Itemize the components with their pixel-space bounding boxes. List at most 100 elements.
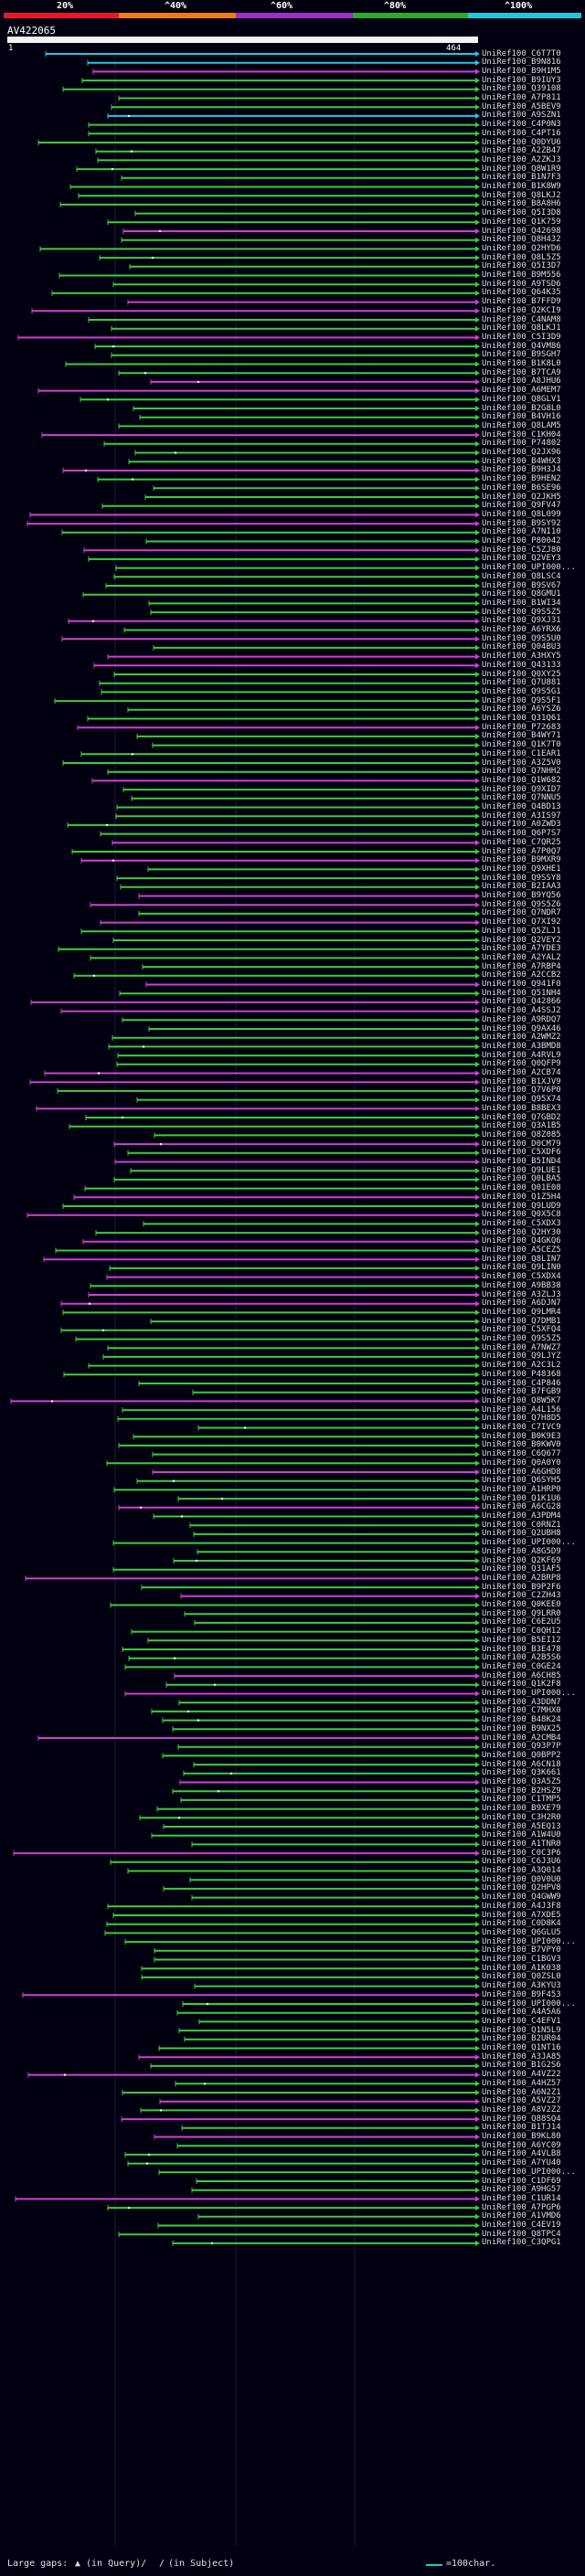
hit-label[interactable]: UniRef100_A9RDQ7 [482, 1014, 561, 1024]
hit-label[interactable]: UniRef100_A9BB38 [482, 1280, 561, 1290]
hit-label[interactable]: UniRef100_A6MEM7 [482, 386, 561, 396]
hit-label[interactable]: UniRef100_B7FFD9 [482, 297, 561, 307]
hit-label[interactable]: UniRef100_P72683 [482, 722, 561, 732]
hit-label[interactable]: UniRef100_A3Z5V0 [482, 758, 561, 768]
hit-label[interactable]: UniRef100_P80042 [482, 536, 561, 546]
hit-label[interactable]: UniRef100_B4WY71 [482, 731, 561, 741]
hit-label[interactable]: UniRef100_B9HEN2 [482, 474, 561, 484]
hit-label[interactable]: UniRef100_Q7NNU5 [482, 793, 561, 803]
hit-label[interactable]: UniRef100_Q9S5G1 [482, 686, 561, 696]
hit-label[interactable]: UniRef100_C5I3D9 [482, 332, 561, 342]
hit-label[interactable]: UniRef100_A6YSZ6 [482, 705, 561, 715]
hit-label[interactable]: UniRef100_A5BEV9 [482, 101, 561, 111]
hit-label[interactable]: UniRef100_Q0LBA5 [482, 1174, 561, 1184]
hit-label[interactable]: UniRef100_A3PDM4 [482, 1511, 561, 1521]
hit-label[interactable]: UniRef100_Q01E08 [482, 1183, 561, 1193]
hit-label[interactable]: UniRef100_Q7NDR7 [482, 908, 561, 918]
hit-label[interactable]: UniRef100_Q1K2F8 [482, 1680, 561, 1690]
hit-label[interactable]: UniRef100_A7NWZ7 [482, 1342, 561, 1352]
hit-label[interactable]: UniRef100_UPI000... [482, 1689, 576, 1698]
hit-label[interactable]: UniRef100_B8A8H6 [482, 199, 561, 209]
hit-label[interactable]: UniRef100_Q1W682 [482, 775, 561, 785]
hit-label[interactable]: UniRef100_Q39108 [482, 84, 561, 94]
hit-label[interactable]: UniRef100_A6CN18 [482, 1759, 561, 1769]
hit-label[interactable]: UniRef100_Q5I3D7 [482, 261, 561, 271]
hit-label[interactable]: UniRef100_B8BEX3 [482, 1103, 561, 1113]
hit-label[interactable]: UniRef100_Q2VEY3 [482, 554, 561, 564]
hit-label[interactable]: UniRef100_C1TMP5 [482, 1795, 561, 1805]
hit-label[interactable]: UniRef100_B1G2S6 [482, 2061, 561, 2071]
hit-label[interactable]: UniRef100_A7YDE3 [482, 944, 561, 954]
hit-label[interactable]: UniRef100_B2IAA3 [482, 882, 561, 892]
hit-label[interactable]: UniRef100_Q2KCI9 [482, 305, 561, 315]
hit-label[interactable]: UniRef100_A2C3L2 [482, 1361, 561, 1371]
hit-label[interactable]: UniRef100_B9SGH7 [482, 350, 561, 360]
hit-label[interactable]: UniRef100_B9N816 [482, 58, 561, 68]
hit-label[interactable]: UniRef100_UPI000... [482, 1998, 576, 2009]
hit-label[interactable]: UniRef100_B4WHX3 [482, 456, 561, 466]
hit-label[interactable]: UniRef100_Q95X74 [482, 1095, 561, 1105]
hit-label[interactable]: UniRef100_Q0A0Y0 [482, 1458, 561, 1468]
hit-label[interactable]: UniRef100_A2B5S6 [482, 1653, 561, 1663]
hit-label[interactable]: UniRef100_D0CM79 [482, 1139, 561, 1149]
hit-label[interactable]: UniRef100_Q0KEE0 [482, 1600, 561, 1609]
hit-label[interactable]: UniRef100_A7P811 [482, 93, 561, 102]
hit-label[interactable]: UniRef100_A2ZB47 [482, 146, 561, 156]
hit-label[interactable]: UniRef100_Q8LAM5 [482, 420, 561, 430]
hit-label[interactable]: UniRef100_C4PT16 [482, 128, 561, 138]
hit-label[interactable]: UniRef100_A6CG28 [482, 1502, 561, 1512]
hit-label[interactable]: UniRef100_A4L156 [482, 1405, 561, 1415]
hit-label[interactable]: UniRef100_Q2KF69 [482, 1555, 561, 1565]
hit-label[interactable]: UniRef100_Q7U881 [482, 678, 561, 688]
hit-label[interactable]: UniRef100_A2WMZ2 [482, 1033, 561, 1043]
hit-label[interactable]: UniRef100_Q8L099 [482, 509, 561, 519]
hit-label[interactable]: UniRef100_Q8L5Z5 [482, 252, 561, 262]
hit-label[interactable]: UniRef100_B0KWV0 [482, 1440, 561, 1450]
hit-label[interactable]: UniRef100_Q9S5U0 [482, 633, 561, 643]
hit-label[interactable]: UniRef100_Q4GWW9 [482, 1892, 561, 1903]
hit-label[interactable]: UniRef100_A6GHD8 [482, 1467, 561, 1477]
hit-label[interactable]: UniRef100_Q1K7T0 [482, 740, 561, 750]
hit-label[interactable]: UniRef100_Q42866 [482, 997, 561, 1007]
hit-label[interactable]: UniRef100_C5XDX4 [482, 1272, 561, 1282]
hit-label[interactable]: UniRef100_C1EAR1 [482, 748, 561, 758]
hit-label[interactable]: UniRef100_A3IS97 [482, 811, 561, 821]
hit-label[interactable]: UniRef100_A3KYU3 [482, 1981, 561, 1991]
hit-label[interactable]: UniRef100_A7YU40 [482, 2158, 561, 2168]
hit-label[interactable]: UniRef100_Q5ZLJ1 [482, 926, 561, 936]
hit-label[interactable]: UniRef100_A3Q014 [482, 1866, 561, 1875]
hit-label[interactable]: UniRef100_B2UR04 [482, 2034, 561, 2044]
hit-label[interactable]: UniRef100_Q9LMR4 [482, 1307, 561, 1317]
hit-label[interactable]: UniRef100_Q2JKH5 [482, 492, 561, 502]
hit-label[interactable]: UniRef100_Q3A5Z5 [482, 1777, 561, 1786]
hit-label[interactable]: UniRef100_C6E2U5 [482, 1617, 561, 1627]
hit-label[interactable]: UniRef100_Q2HY30 [482, 1227, 561, 1237]
hit-label[interactable]: UniRef100_A5CEZ5 [482, 1246, 561, 1255]
hit-label[interactable]: UniRef100_Q6P7S7 [482, 829, 561, 839]
hit-label[interactable]: UniRef100_Q3K661 [482, 1768, 561, 1778]
hit-label[interactable]: UniRef100_C6J3U6 [482, 1857, 561, 1867]
hit-label[interactable]: UniRef100_A3JA85 [482, 2051, 561, 2062]
hit-label[interactable]: UniRef100_B9F453 [482, 1989, 561, 1999]
hit-label[interactable]: UniRef100_C0C3P6 [482, 1848, 561, 1858]
hit-label[interactable]: UniRef100_Q8GMU1 [482, 589, 561, 599]
hit-label[interactable]: UniRef100_Q9S5Z5 [482, 1334, 561, 1343]
hit-label[interactable]: UniRef100_B9NX25 [482, 1723, 561, 1733]
hit-label[interactable]: UniRef100_Q9XJ31 [482, 616, 561, 626]
hit-label[interactable]: UniRef100_C6Q677 [482, 1449, 561, 1459]
hit-label[interactable]: UniRef100_Q0V0U0 [482, 1874, 561, 1884]
hit-label[interactable]: UniRef100_Q9LUD9 [482, 1201, 561, 1211]
hit-label[interactable]: UniRef100_A4J3F8 [482, 1901, 561, 1911]
hit-label[interactable]: UniRef100_Q4GKQ6 [482, 1236, 561, 1246]
hit-label[interactable]: UniRef100_B9SY92 [482, 518, 561, 528]
hit-label[interactable]: UniRef100_C7MHX0 [482, 1706, 561, 1716]
hit-label[interactable]: UniRef100_Q8GLV1 [482, 394, 561, 404]
hit-label[interactable]: UniRef100_Q9S5Z5 [482, 607, 561, 617]
hit-label[interactable]: UniRef100_Q8LKJ2 [482, 190, 561, 200]
hit-label[interactable]: UniRef100_B4VH16 [482, 412, 561, 422]
hit-label[interactable]: UniRef100_B9H3J4 [482, 465, 561, 475]
hit-label[interactable]: UniRef100_Q8W1R9 [482, 164, 561, 174]
hit-label[interactable]: UniRef100_C1DF69 [482, 2176, 561, 2186]
hit-label[interactable]: UniRef100_C4EFV1 [482, 2016, 561, 2026]
hit-label[interactable]: UniRef100_B9KL80 [482, 2132, 561, 2141]
